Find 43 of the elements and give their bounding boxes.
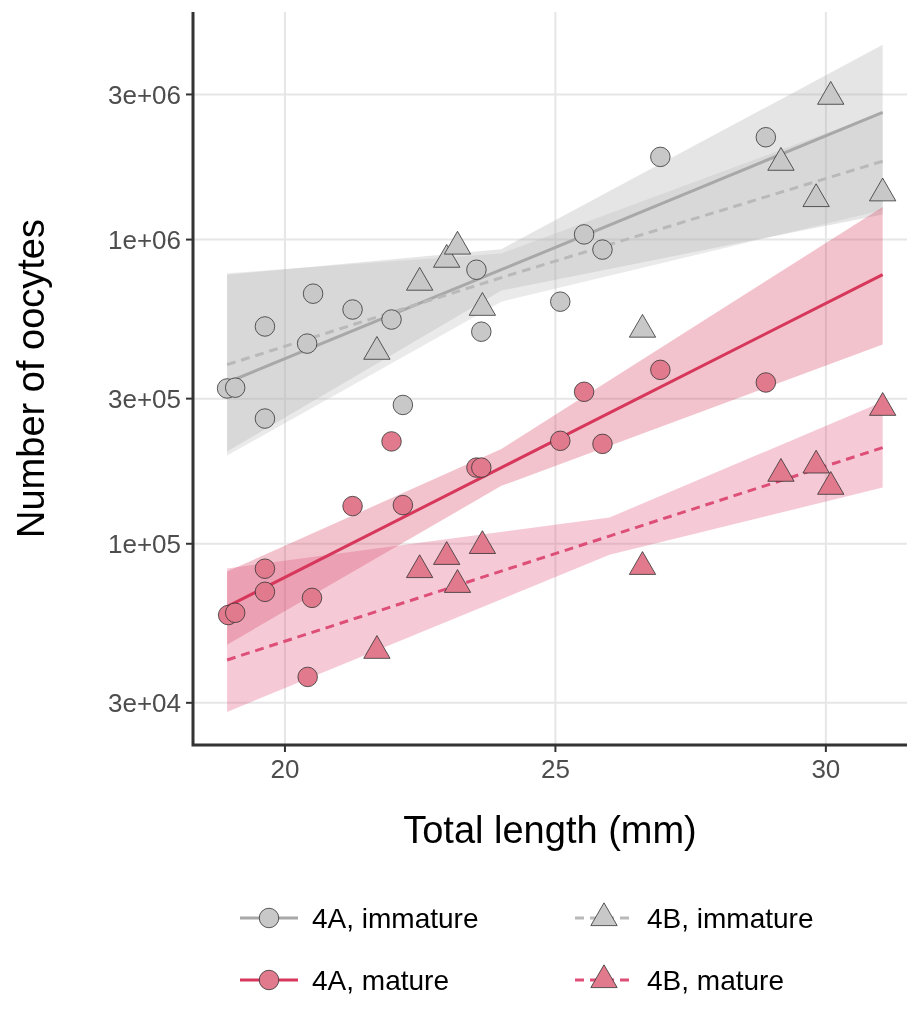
point xyxy=(650,359,671,381)
point xyxy=(755,127,776,148)
point xyxy=(573,381,595,402)
y-tick-label: 3e+05 xyxy=(107,383,181,414)
point xyxy=(296,333,318,354)
y-axis-title: Number of oocytes xyxy=(10,219,52,538)
x-tick-label: 25 xyxy=(540,754,570,784)
point xyxy=(392,394,414,416)
point xyxy=(342,299,363,320)
point xyxy=(392,494,414,516)
x-axis-title: Total length (mm) xyxy=(403,809,697,851)
y-tick-label: 1e+05 xyxy=(107,528,181,559)
legend-label: 4A, immature xyxy=(312,902,479,934)
y-tick-label: 1e+06 xyxy=(107,224,181,255)
point xyxy=(381,309,402,330)
point xyxy=(573,224,595,245)
point xyxy=(592,433,613,455)
legend-label: 4B, mature xyxy=(647,964,784,996)
point xyxy=(254,558,276,579)
legend-label: 4B, immature xyxy=(647,902,814,934)
legend-label: 4A, mature xyxy=(312,964,449,996)
point xyxy=(302,283,324,304)
point xyxy=(342,495,363,517)
point xyxy=(471,321,492,342)
point xyxy=(297,666,318,688)
point xyxy=(755,372,776,393)
point xyxy=(225,602,246,623)
y-tick-label: 3e+04 xyxy=(107,687,181,718)
point xyxy=(254,408,276,429)
point xyxy=(466,259,487,280)
point xyxy=(225,377,246,398)
point xyxy=(550,430,571,451)
point xyxy=(254,581,276,602)
x-tick-label: 30 xyxy=(811,754,841,784)
point xyxy=(301,587,323,609)
point xyxy=(381,431,402,452)
point xyxy=(254,316,276,337)
point xyxy=(550,291,571,312)
point xyxy=(592,239,613,260)
point xyxy=(471,457,492,478)
y-tick-label: 3e+06 xyxy=(107,79,181,110)
point xyxy=(650,146,671,168)
x-tick-label: 20 xyxy=(270,754,300,784)
